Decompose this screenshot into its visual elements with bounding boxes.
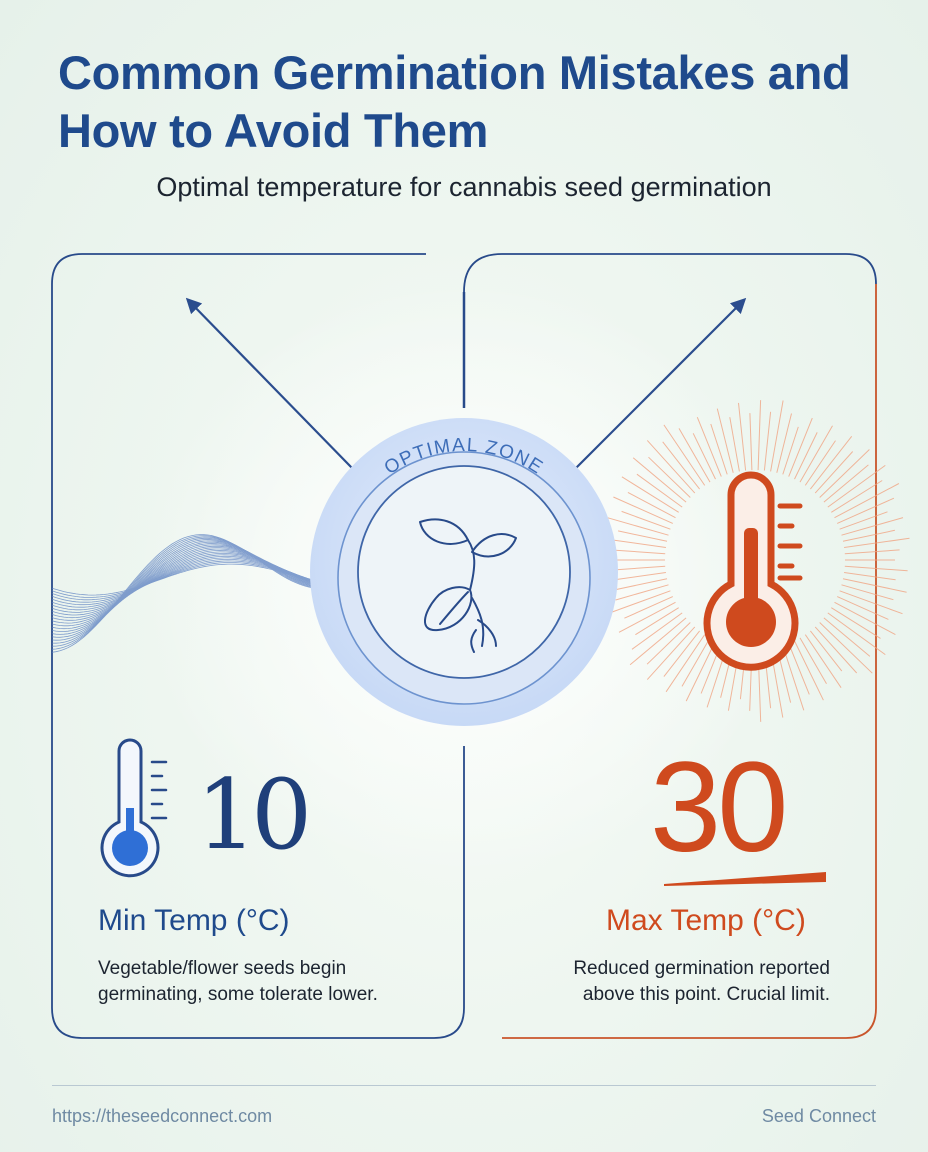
min-panel-frame xyxy=(51,253,466,1039)
page-title: Common Germination Mistakes and How to A… xyxy=(58,46,851,157)
footer-divider xyxy=(52,1085,876,1086)
arrow-up-left-icon xyxy=(185,297,353,469)
max-temp-value: 30 xyxy=(650,736,788,879)
arrow-up-right-icon xyxy=(575,297,747,469)
footer-brand: Seed Connect xyxy=(761,1106,876,1126)
footer-url[interactable]: https://theseedconnect.com xyxy=(52,1106,273,1126)
page-subtitle: Optimal temperature for cannabis seed ge… xyxy=(156,172,772,202)
thermometer-hot-icon xyxy=(703,471,803,671)
max-temp-description: Reduced germination reported above this … xyxy=(573,958,830,1005)
max-value-underline xyxy=(664,872,826,886)
max-panel-frame xyxy=(463,253,877,1039)
seedling-icon xyxy=(419,518,517,653)
cold-wave-lines xyxy=(51,534,329,653)
min-temp-value: 10 xyxy=(196,759,312,871)
min-temp-label: Min Temp (°C) xyxy=(98,904,290,937)
min-temp-description: Vegetable/flower seeds begin germinating… xyxy=(98,958,378,1005)
thermometer-cold-icon xyxy=(100,738,168,878)
max-temp-label: Max Temp (°C) xyxy=(606,904,806,937)
optimal-zone-circle: OPTIMAL ZONE xyxy=(310,418,618,726)
